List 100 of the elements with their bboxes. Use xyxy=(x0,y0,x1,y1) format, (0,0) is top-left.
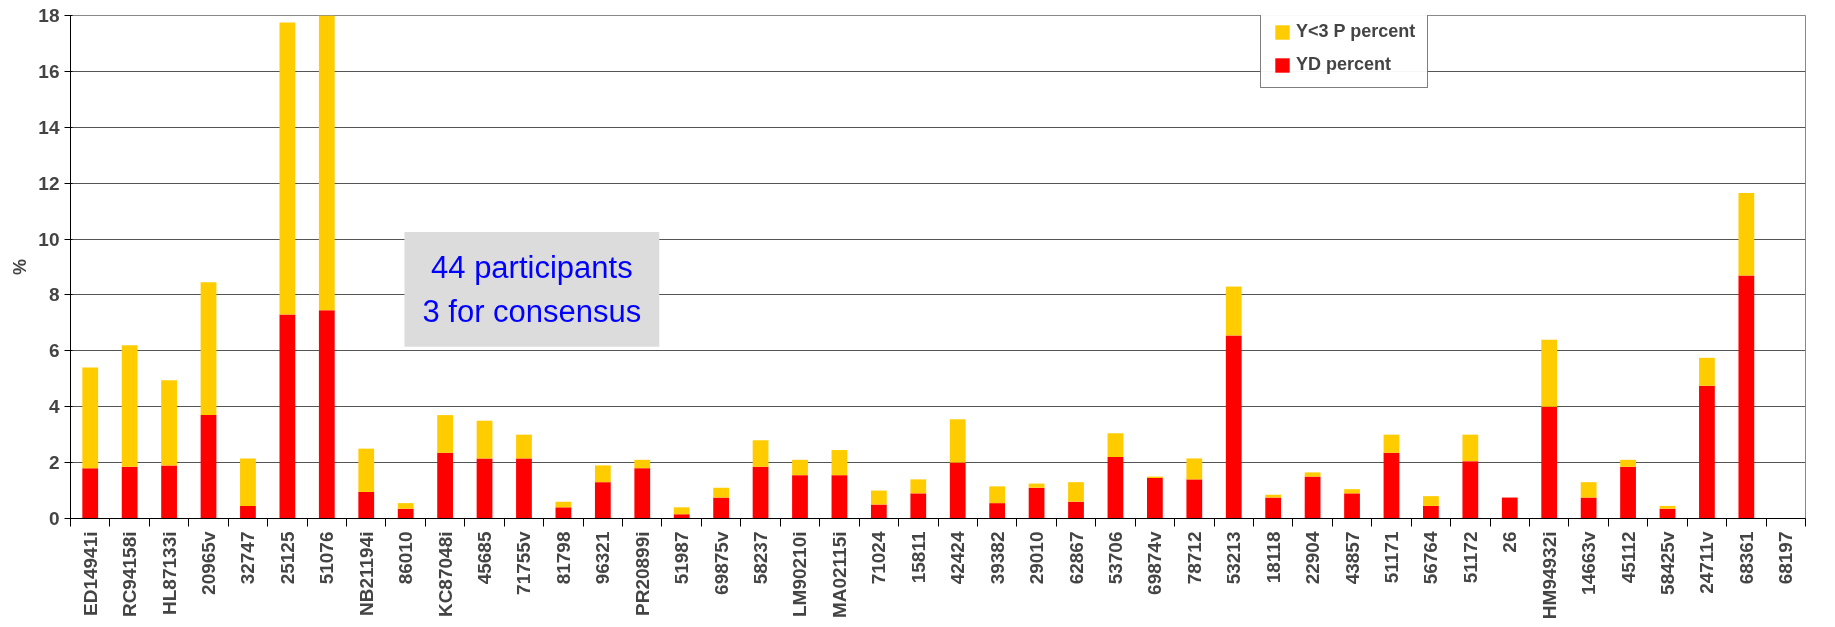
bar xyxy=(1186,458,1203,480)
bar xyxy=(870,504,887,519)
bar xyxy=(594,482,611,519)
x-tick-label: 68197 xyxy=(1775,531,1797,585)
y-tick-label: 0 xyxy=(48,508,60,529)
bar xyxy=(1699,357,1715,386)
x-tick-label: 51076 xyxy=(316,531,338,585)
x-tick-label: 69874v xyxy=(1144,531,1166,595)
bar xyxy=(752,466,769,519)
bar xyxy=(673,507,690,515)
y-tick-label: 2 xyxy=(48,452,60,474)
bar xyxy=(1659,505,1676,509)
bar xyxy=(1107,433,1124,458)
bar xyxy=(673,514,690,519)
bar xyxy=(1462,434,1479,462)
bar xyxy=(121,345,138,467)
x-tick-label: 18118 xyxy=(1262,531,1284,584)
x-tick-label: 96321 xyxy=(592,531,614,585)
x-tick-label: 69875v xyxy=(710,531,732,595)
x-tick-label: 78712 xyxy=(1183,531,1205,585)
bar xyxy=(792,459,808,476)
bar xyxy=(1620,466,1636,519)
bar xyxy=(831,475,848,519)
y-tick-label: 14 xyxy=(38,116,60,138)
bar xyxy=(1699,385,1715,519)
bar xyxy=(358,491,375,519)
x-tick-label: 81798 xyxy=(552,531,574,585)
x-tick-label: 53706 xyxy=(1104,531,1126,585)
x-tick-label: 39382 xyxy=(986,531,1008,585)
annotation: 44 participants 3 for consensus xyxy=(422,249,642,329)
bar xyxy=(476,420,493,459)
x-tick-label: 71024 xyxy=(868,531,890,585)
bar xyxy=(1423,505,1439,519)
bar xyxy=(1186,479,1203,519)
y-tick-label: 16 xyxy=(38,60,60,82)
bar xyxy=(1146,477,1163,519)
bar xyxy=(200,415,217,519)
bar xyxy=(279,22,296,315)
bar xyxy=(1225,335,1242,519)
bar xyxy=(634,468,651,519)
x-tick-label: 15811 xyxy=(907,531,929,584)
x-tick-label: 26 xyxy=(1499,531,1521,553)
x-tick-label: 68361 xyxy=(1735,531,1757,585)
y-tick-label: 10 xyxy=(38,228,60,250)
x-tick-label: 86010 xyxy=(395,531,417,585)
x-tick-label: 53213 xyxy=(1223,531,1245,585)
y-tick-label: 12 xyxy=(38,172,60,194)
bar xyxy=(397,503,414,509)
x-tick-label: 42424 xyxy=(947,531,969,585)
x-tick-label: 24711v xyxy=(1696,531,1718,594)
y-tick-label: 18 xyxy=(38,5,60,26)
bar xyxy=(1738,192,1755,276)
bar xyxy=(989,503,1006,519)
bar xyxy=(1738,275,1755,519)
bar xyxy=(870,490,887,505)
x-tick-label: ED14941i xyxy=(79,531,101,617)
bar xyxy=(1501,497,1518,519)
x-tick-label: HM94932i xyxy=(1538,531,1560,620)
x-tick-label: 22904 xyxy=(1302,531,1324,585)
bar xyxy=(1068,501,1084,519)
bar xyxy=(318,310,335,519)
x-tick-label: 45112 xyxy=(1617,531,1639,584)
bar xyxy=(1028,483,1045,488)
y-tick-label: 4 xyxy=(48,396,60,418)
legend-label: YD percent xyxy=(1296,54,1392,75)
bar xyxy=(910,493,927,519)
bar xyxy=(752,440,769,467)
x-tick-label: 25125 xyxy=(276,531,298,585)
x-tick-label: HL87133i xyxy=(158,531,180,615)
bar xyxy=(279,314,296,519)
bar xyxy=(476,458,493,519)
bar xyxy=(1225,286,1242,336)
x-tick-label: 43857 xyxy=(1341,531,1363,585)
bar xyxy=(82,468,99,519)
bar xyxy=(1580,497,1597,519)
bar xyxy=(1068,482,1084,502)
bar xyxy=(1304,472,1321,477)
y-axis-title: % xyxy=(10,258,31,275)
bar xyxy=(358,448,375,492)
bar xyxy=(1541,406,1558,519)
bar xyxy=(437,415,453,453)
x-tick-label: LM90210i xyxy=(789,531,811,618)
x-tick-label: 45685 xyxy=(474,531,496,585)
bar xyxy=(516,458,532,519)
bar xyxy=(1541,339,1558,407)
x-tick-label: NB21194i xyxy=(355,531,377,617)
bar xyxy=(1383,434,1400,453)
x-tick-label: 51171 xyxy=(1380,531,1402,584)
x-tick-label: 71755v xyxy=(513,531,535,595)
x-tick-label: 58237 xyxy=(750,531,772,585)
bar xyxy=(1462,461,1479,519)
bar xyxy=(792,475,808,519)
bar xyxy=(713,497,730,519)
bar xyxy=(1344,493,1360,519)
bar xyxy=(121,466,138,519)
x-tick-label: 51172 xyxy=(1459,531,1481,584)
x-tick-label: 29010 xyxy=(1026,531,1048,585)
bar xyxy=(1304,476,1321,519)
bar xyxy=(1265,494,1282,498)
bar xyxy=(161,465,177,519)
